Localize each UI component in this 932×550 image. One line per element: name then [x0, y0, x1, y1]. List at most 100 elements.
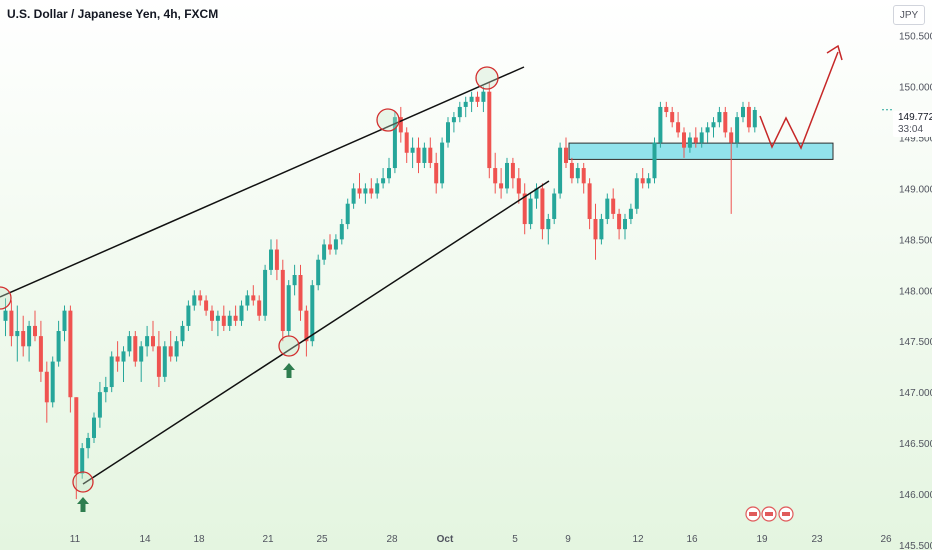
candle	[569, 157, 574, 184]
y-tick-label: 150.500	[899, 32, 932, 43]
candle	[316, 254, 321, 291]
candle-body	[156, 346, 161, 377]
candle-body	[322, 244, 327, 260]
x-axis[interactable]: 11 14 18 21 25 28 Oct 5 9 12 16 19 23 26	[70, 534, 892, 545]
candle-body	[198, 295, 203, 301]
candle-body	[257, 300, 262, 316]
resistance-zone	[568, 142, 834, 160]
candle-body	[103, 387, 108, 393]
candle	[422, 142, 427, 169]
candle-body	[528, 198, 533, 225]
candle-body	[369, 188, 374, 194]
candle-body	[27, 325, 32, 347]
candle	[516, 168, 521, 204]
x-tick-label: 23	[811, 534, 823, 545]
candle	[741, 101, 745, 123]
candle	[44, 361, 49, 423]
candle	[174, 336, 179, 362]
y-tick-label: 145.500	[899, 541, 932, 550]
candle-body	[162, 346, 167, 377]
candle	[611, 188, 616, 219]
candle	[97, 381, 102, 428]
candle	[280, 259, 285, 342]
candle	[463, 96, 468, 118]
candle-body	[640, 178, 645, 184]
candle	[416, 137, 421, 174]
x-tick-label: 9	[565, 534, 571, 545]
candle-body	[540, 188, 545, 230]
candle-body	[581, 168, 586, 184]
candle	[304, 305, 309, 357]
candle	[428, 137, 433, 169]
candle	[717, 106, 722, 128]
candle	[80, 443, 85, 479]
candle	[198, 290, 203, 306]
up-arrow-icon	[77, 497, 89, 512]
currency-selector[interactable]: JPY	[893, 5, 925, 25]
candle	[269, 239, 273, 275]
x-tick-label: 14	[139, 534, 151, 545]
candle	[127, 331, 132, 357]
candle	[676, 112, 681, 138]
candle-body	[245, 295, 250, 306]
economic-event-icon[interactable]	[745, 506, 761, 522]
candle-body	[687, 137, 692, 148]
candle-body	[717, 112, 722, 123]
candle	[27, 320, 32, 362]
candle	[68, 305, 73, 413]
x-tick-label: Oct	[437, 534, 454, 545]
candle-body	[434, 162, 439, 184]
candle-body	[3, 310, 8, 321]
candle-body	[404, 132, 409, 153]
upper-trendline	[0, 66, 525, 298]
x-tick-label: 19	[756, 534, 768, 545]
candle-body	[221, 315, 226, 326]
candle-body	[363, 188, 368, 194]
candle	[682, 127, 686, 158]
candle	[274, 239, 279, 281]
touch-point-circle	[278, 335, 300, 357]
candle-body	[446, 122, 450, 143]
candle	[434, 152, 439, 194]
candle-body	[133, 336, 138, 362]
candle	[151, 320, 155, 352]
candle	[552, 188, 557, 225]
candle-body	[121, 351, 126, 362]
candle-body	[233, 315, 238, 321]
candle	[239, 300, 244, 326]
candle	[605, 193, 610, 225]
annotation-layer	[0, 44, 893, 522]
candle	[522, 183, 527, 235]
y-tick-label: 146.500	[899, 439, 932, 450]
candle	[735, 112, 740, 148]
candle-body	[534, 188, 539, 199]
candle-body	[605, 198, 610, 219]
candle	[593, 203, 598, 260]
candle-body	[174, 341, 179, 357]
candle	[564, 137, 568, 169]
candle-body	[351, 188, 356, 204]
candle-body	[516, 178, 521, 194]
candle	[215, 310, 220, 337]
y-axis[interactable]: 150.500 150.000 149.500 149.000 148.500 148.0…	[899, 32, 932, 550]
candle	[711, 117, 716, 138]
candle	[133, 331, 138, 367]
candle-body	[676, 122, 681, 133]
x-tick-label: 5	[512, 534, 518, 545]
candle-body	[493, 168, 498, 184]
economic-event-icon[interactable]	[778, 506, 794, 522]
candle	[487, 81, 492, 179]
candle	[705, 122, 710, 143]
candle-body	[186, 305, 191, 326]
y-tick-label: 150.000	[899, 83, 932, 94]
economic-event-icon[interactable]	[761, 506, 777, 522]
candle	[729, 127, 734, 214]
candle-body	[50, 361, 55, 403]
candle-body	[168, 346, 173, 357]
candle-body	[392, 117, 397, 169]
candle-body	[481, 91, 486, 102]
lower-trendline	[82, 180, 550, 485]
candle-body	[44, 371, 49, 403]
